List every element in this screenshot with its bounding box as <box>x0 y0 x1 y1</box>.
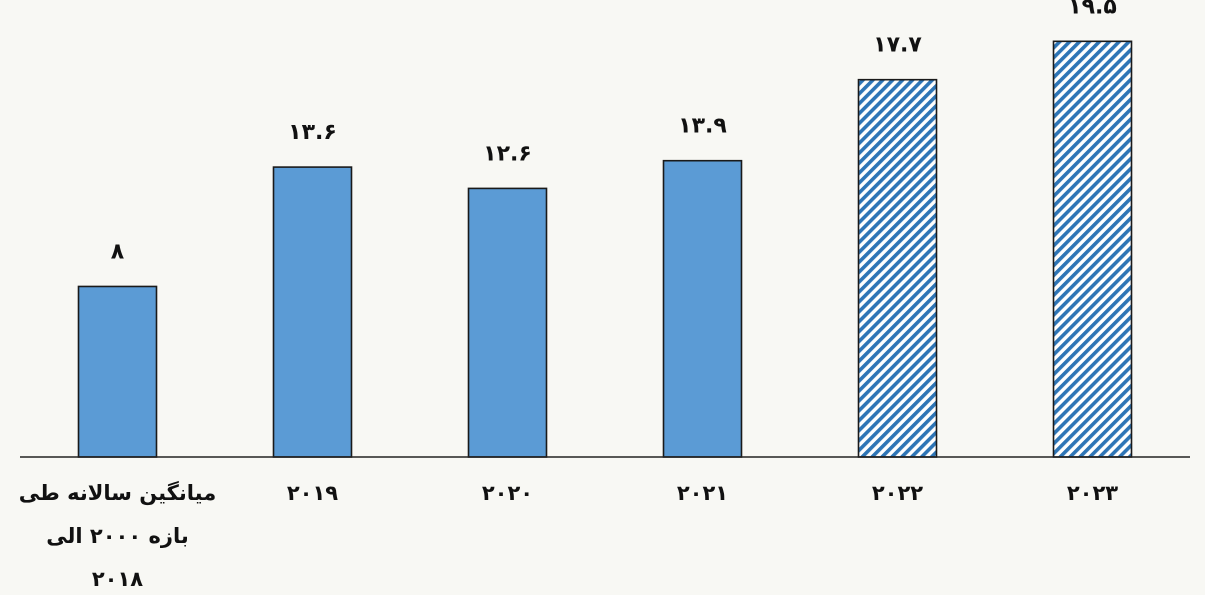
category-label-2-line-0: ۲۰۲۰ <box>482 481 533 505</box>
bar-4 <box>857 78 938 458</box>
bar-2 <box>467 187 548 458</box>
category-labels-group: میانگین سالانه طی بازه ۲۰۰۰ الی ۲۰۱۸ ۲۰۱۹ ۲۰… <box>19 480 1119 591</box>
bar-1 <box>272 166 353 458</box>
category-label-4-line-0: ۲۰۲۲ <box>872 481 923 505</box>
category-label-0-line-0: میانگین سالانه طی <box>19 480 216 505</box>
category-label-5-line-0: ۲۰۲۳ <box>1067 481 1118 505</box>
category-label-1-line-0: ۲۰۱۹ <box>287 481 338 505</box>
value-label-5: ۱۹.۵ <box>1068 0 1117 19</box>
category-label-0-line-1: بازه ۲۰۰۰ الی <box>46 524 189 548</box>
value-label-1: ۱۳.۶ <box>288 120 337 145</box>
category-label-0-line-2: ۲۰۱۸ <box>92 567 143 591</box>
category-label-3-line-0: ۲۰۲۱ <box>677 481 728 505</box>
value-label-0: ۸ <box>111 239 125 264</box>
value-label-3: ۱۳.۹ <box>678 114 727 139</box>
value-label-4: ۱۷.۷ <box>873 33 922 58</box>
bars-group <box>77 40 1133 458</box>
value-label-2: ۱۲.۶ <box>483 141 532 166</box>
value-labels-group: ۸ ۱۳.۶ ۱۲.۶ ۱۳.۹ ۱۷.۷ ۱۹.۵ <box>111 0 1117 264</box>
bar-0 <box>77 285 158 458</box>
bar-5 <box>1052 40 1133 458</box>
bar-3 <box>662 159 743 458</box>
